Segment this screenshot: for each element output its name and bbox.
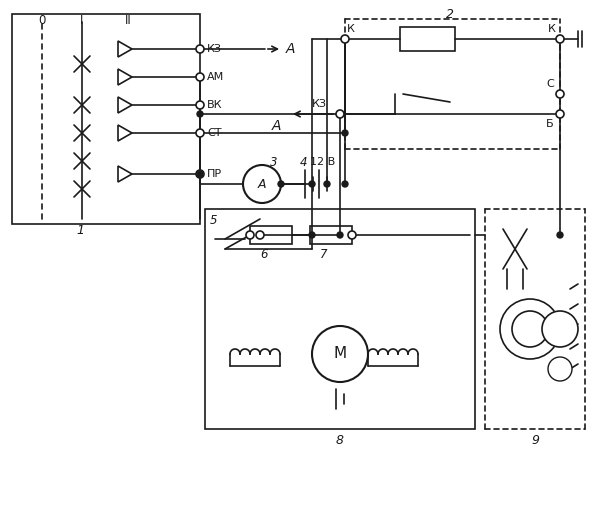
- Text: А: А: [258, 178, 266, 190]
- Circle shape: [556, 90, 564, 98]
- Bar: [327, 341, 353, 367]
- Text: А: А: [272, 119, 281, 133]
- Text: СТ: СТ: [207, 128, 221, 138]
- Circle shape: [336, 110, 344, 118]
- Text: 1: 1: [76, 224, 84, 238]
- Circle shape: [324, 181, 330, 187]
- Text: 0: 0: [38, 14, 46, 28]
- Text: 6: 6: [260, 248, 268, 260]
- Circle shape: [243, 165, 281, 203]
- Text: 3: 3: [270, 156, 277, 169]
- Circle shape: [556, 35, 564, 43]
- Circle shape: [196, 170, 204, 178]
- Text: 5: 5: [210, 214, 218, 227]
- Circle shape: [337, 232, 343, 238]
- Circle shape: [548, 357, 572, 381]
- Circle shape: [309, 181, 315, 187]
- Circle shape: [197, 111, 203, 117]
- Polygon shape: [118, 69, 132, 85]
- Text: 8: 8: [336, 434, 344, 448]
- Text: II: II: [125, 14, 131, 28]
- Text: I: I: [80, 14, 83, 28]
- Polygon shape: [118, 166, 132, 182]
- Circle shape: [500, 299, 560, 359]
- Circle shape: [196, 129, 204, 137]
- Circle shape: [196, 73, 204, 81]
- Circle shape: [341, 35, 349, 43]
- Text: 12 В: 12 В: [310, 157, 335, 167]
- Text: К: К: [548, 24, 556, 34]
- Text: С: С: [546, 79, 554, 89]
- Text: 7: 7: [320, 248, 328, 260]
- Bar: [12, 14, 200, 224]
- Text: М: М: [334, 346, 347, 361]
- Circle shape: [196, 101, 204, 109]
- Text: А: А: [286, 42, 296, 56]
- Text: ПР: ПР: [207, 169, 222, 179]
- Circle shape: [556, 110, 564, 118]
- Circle shape: [197, 171, 203, 177]
- Circle shape: [557, 232, 563, 238]
- Text: К: К: [347, 24, 355, 34]
- Text: КЗ: КЗ: [207, 44, 222, 54]
- Circle shape: [542, 311, 578, 347]
- Polygon shape: [118, 41, 132, 57]
- Circle shape: [246, 231, 254, 239]
- Text: 2: 2: [446, 8, 454, 22]
- Circle shape: [348, 231, 356, 239]
- Text: 9: 9: [531, 434, 539, 448]
- Circle shape: [312, 326, 368, 382]
- Circle shape: [342, 130, 348, 136]
- Polygon shape: [118, 125, 132, 141]
- Polygon shape: [118, 97, 132, 113]
- Bar: [205, 209, 475, 429]
- Circle shape: [309, 232, 315, 238]
- Circle shape: [196, 45, 204, 53]
- Circle shape: [256, 231, 264, 239]
- Text: АМ: АМ: [207, 72, 224, 82]
- Circle shape: [512, 311, 548, 347]
- Circle shape: [342, 181, 348, 187]
- Text: Б: Б: [546, 119, 554, 129]
- Bar: [250, 226, 292, 244]
- Text: КЗ: КЗ: [312, 99, 327, 109]
- Text: ВК: ВК: [207, 100, 223, 110]
- Bar: [310, 226, 352, 244]
- Circle shape: [278, 181, 284, 187]
- Bar: [400, 27, 455, 51]
- Text: 4: 4: [300, 156, 308, 169]
